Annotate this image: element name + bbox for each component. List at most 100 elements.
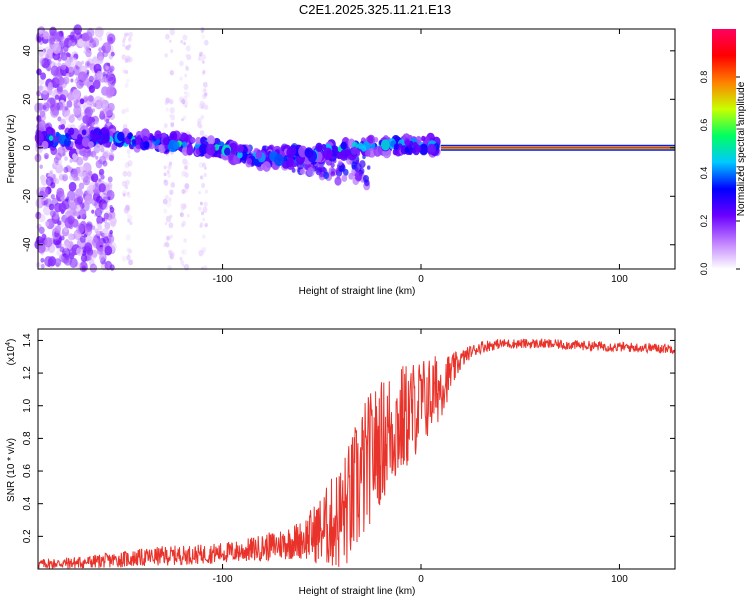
- heatmap-cell: [202, 81, 208, 88]
- heatmap-cell: [255, 150, 263, 160]
- heatmap-cell: [44, 237, 53, 248]
- heatmap-cell: [107, 76, 116, 87]
- heatmap-cell: [71, 57, 78, 66]
- heatmap-cell: [81, 32, 90, 42]
- heatmap-cell: [78, 182, 85, 190]
- heatmap-cell: [60, 63, 67, 70]
- heatmap-cell: [200, 57, 204, 62]
- heatmap-cell: [44, 256, 53, 267]
- heatmap-cell: [60, 51, 68, 61]
- heatmap-cell: [79, 98, 85, 105]
- heatmap-cell: [373, 146, 382, 157]
- heatmap-cell: [202, 217, 205, 222]
- heatmap-cell: [164, 101, 168, 106]
- heatmap-cell: [421, 135, 426, 142]
- heatmap-cell: [97, 56, 104, 64]
- heatmap-cell: [58, 77, 68, 89]
- heatmap-cell: [101, 217, 106, 222]
- heatmap-cell: [46, 85, 51, 91]
- heatmap-cell: [40, 257, 45, 263]
- heatmap-cell: [80, 254, 88, 263]
- snr-frame: [37, 328, 676, 570]
- y-tick-label: 0.6: [22, 464, 33, 478]
- heatmap-cell: [165, 107, 169, 112]
- heatmap-cell: [106, 189, 115, 201]
- heatmap-cell: [79, 165, 85, 172]
- heatmap-cell: [126, 170, 132, 178]
- heatmap-cell: [73, 24, 83, 35]
- heatmap-cell: [246, 157, 253, 165]
- heatmap-cell: [99, 110, 105, 117]
- heatmap-cell: [121, 255, 127, 262]
- heatmap-cell: [199, 51, 203, 57]
- heatmap-cell: [57, 116, 62, 122]
- heatmap-cell: [45, 218, 55, 230]
- heatmap-cell: [181, 220, 187, 226]
- heatmap-cell: [182, 141, 188, 148]
- heatmap-cell: [54, 94, 60, 100]
- heatmap-cell: [88, 182, 96, 191]
- heatmap-cell: [88, 95, 94, 102]
- heatmap-cell: [393, 143, 400, 150]
- heatmap-cell: [56, 187, 65, 198]
- colorbar-tick-label: 0.0: [699, 263, 709, 276]
- heatmap-cell: [38, 213, 46, 223]
- heatmap-cell: [126, 78, 130, 83]
- heatmap-cell: [96, 215, 104, 225]
- heatmap-cell: [109, 205, 113, 210]
- heatmap-cell: [121, 108, 126, 115]
- heatmap-cell: [89, 104, 93, 108]
- heatmap-cell: [60, 235, 65, 241]
- heatmap-cell: [198, 249, 204, 257]
- heatmap-cell: [104, 260, 113, 271]
- heatmap-cell: [60, 196, 65, 202]
- heatmap-cell: [183, 41, 187, 46]
- heatmap-cell: [181, 263, 185, 267]
- heatmap-cell: [166, 169, 170, 174]
- heatmap-cell: [57, 146, 66, 157]
- heatmap-cell: [100, 174, 105, 180]
- heatmap-cell: [41, 140, 49, 150]
- heatmap-cell: [171, 153, 174, 157]
- x-tick-label: 100: [611, 274, 628, 285]
- heatmap-cell: [100, 232, 105, 238]
- heatmap-cell: [427, 143, 437, 155]
- heatmap-cell: [107, 196, 111, 201]
- heatmap-cell: [169, 69, 174, 76]
- heatmap-cell: [40, 72, 47, 80]
- heatmap-cell: [62, 173, 69, 182]
- heatmap-cell: [179, 76, 183, 81]
- heatmap-cell: [123, 207, 129, 214]
- heatmap-cell: [168, 161, 173, 166]
- heatmap-cell: [203, 201, 208, 207]
- heatmap-cell: [107, 176, 113, 183]
- heatmap-cell: [95, 63, 100, 70]
- spectrogram-y-label: Frequency (Hz): [6, 115, 17, 184]
- heatmap-cell: [122, 39, 126, 44]
- heatmap-cell: [283, 155, 288, 162]
- heatmap-cell: [81, 129, 87, 136]
- heatmap-cell: [82, 115, 90, 124]
- heatmap-cell: [190, 137, 196, 144]
- heatmap-cell: [204, 166, 207, 170]
- heatmap-cell: [64, 106, 68, 111]
- heatmap-cell: [122, 193, 126, 197]
- heatmap-cell: [104, 105, 113, 117]
- heatmap-cell: [105, 118, 110, 124]
- heatmap-cell: [362, 175, 370, 183]
- heatmap-cell: [128, 44, 132, 48]
- heatmap-cell: [81, 136, 90, 148]
- colorbar-gradient: [712, 29, 736, 269]
- heatmap-cell: [59, 246, 65, 253]
- heatmap-cell: [200, 114, 205, 120]
- snr-panel: -100 0 100 0.2 0.4 0.6 0.8 1.0 1.2 1.4 SNR (10 * …: [5, 328, 676, 597]
- heatmap-cell: [100, 192, 107, 201]
- heatmap-cell: [77, 71, 87, 83]
- heatmap-cell: [167, 264, 172, 271]
- heatmap-cell: [60, 124, 66, 130]
- heatmap-cell: [109, 65, 115, 72]
- heatmap-cell: [57, 220, 62, 226]
- heatmap-cell: [319, 172, 324, 178]
- heatmap-cell: [180, 39, 184, 44]
- heatmap-cell: [106, 71, 115, 82]
